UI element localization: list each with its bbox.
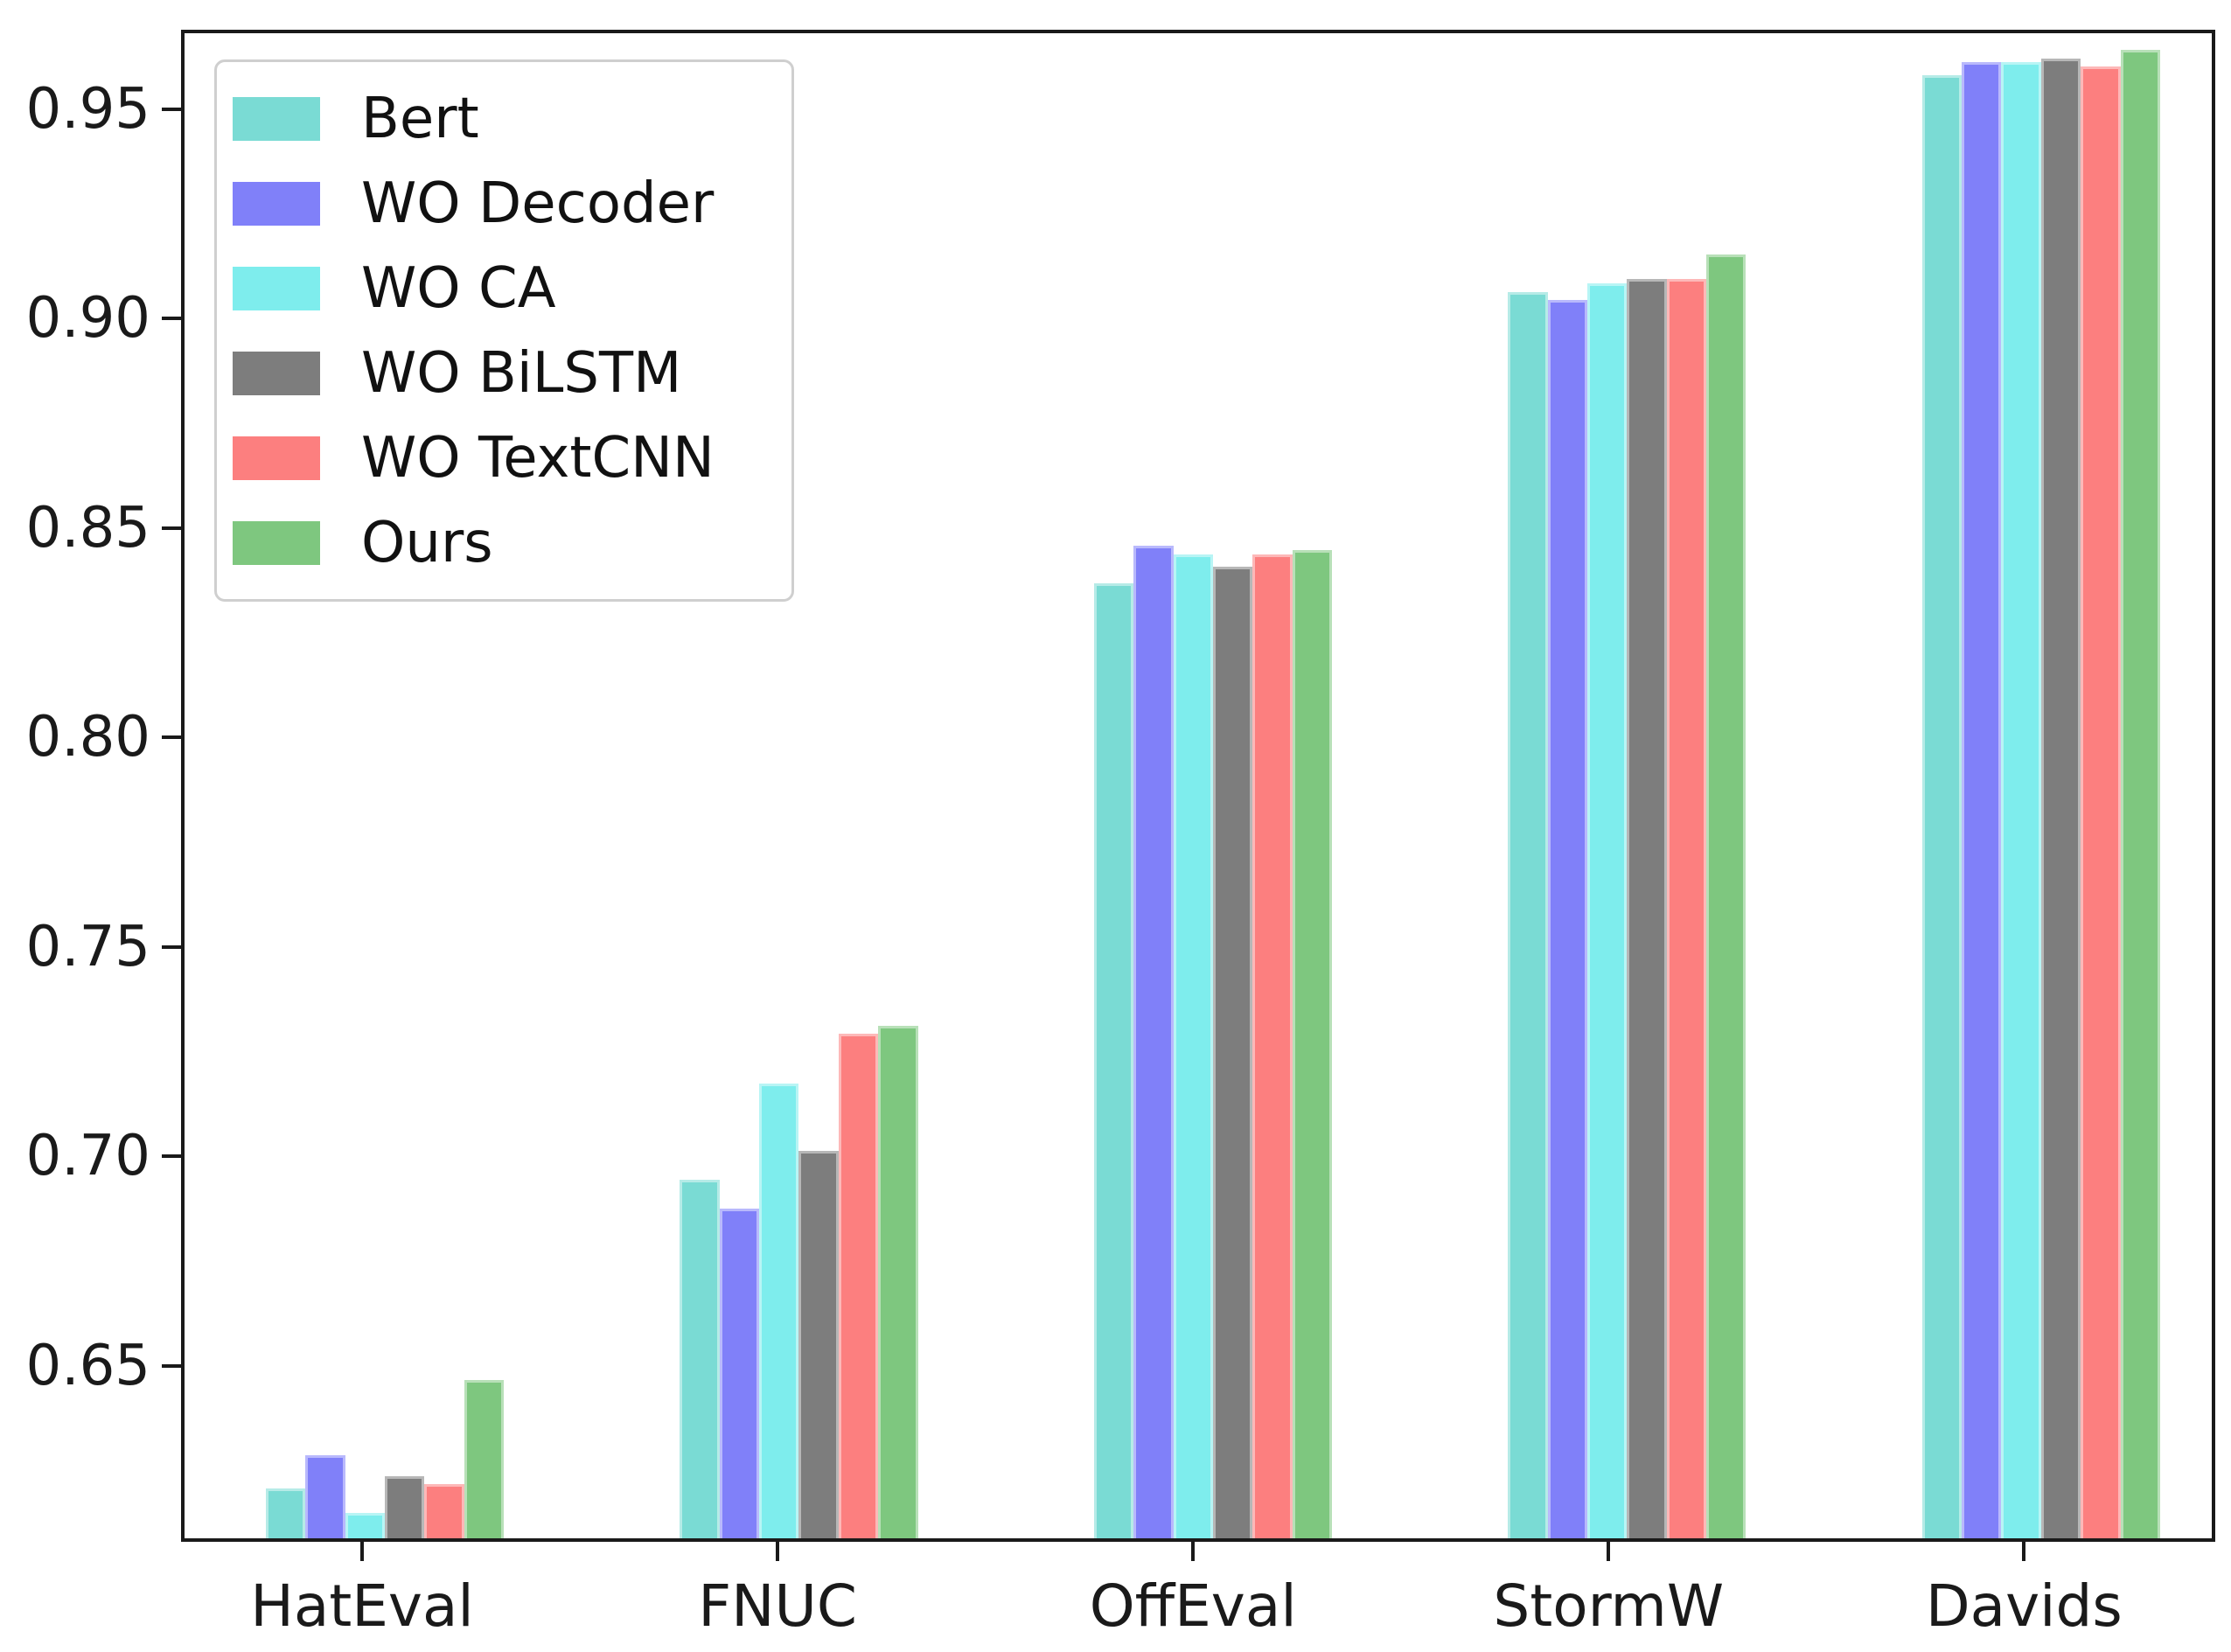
legend-label: WO Decoder: [361, 171, 715, 236]
bar-bert: [265, 1488, 306, 1538]
y-tick-label: 0.95: [25, 77, 151, 142]
x-tick-mark: [2022, 1542, 2026, 1561]
bar-wo-ca: [1587, 283, 1628, 1538]
bar-wo-decoder: [1962, 62, 2002, 1538]
bar-wo-textcnn: [2081, 66, 2121, 1538]
bar-wo-decoder: [719, 1209, 760, 1538]
y-tick-label: 0.75: [25, 914, 151, 979]
legend: Bert WO Decoder WO CA WO BiLSTM WO TextCNN Ou…: [214, 59, 794, 602]
x-tick-mark: [360, 1542, 364, 1561]
y-tick-mark: [162, 317, 181, 321]
x-tick-mark: [1607, 1542, 1611, 1561]
y-tick-label: 0.85: [25, 495, 151, 561]
bar-group-offeval: [1093, 33, 1332, 1538]
bar-wo-bilstm: [1212, 567, 1253, 1538]
legend-swatch: [233, 436, 320, 480]
y-tick-label: 0.80: [25, 705, 151, 770]
bar-wo-bilstm: [798, 1150, 839, 1538]
legend-item-wo-bilstm: WO BiLSTM: [233, 331, 774, 415]
y-tick-mark: [162, 1154, 181, 1159]
bar-wo-textcnn: [1252, 554, 1293, 1538]
bar-bert: [1921, 74, 1963, 1538]
bar-group-fnuc: [680, 33, 918, 1538]
x-tick-label-hateval: HatEval: [250, 1572, 474, 1640]
legend-swatch: [233, 351, 320, 395]
x-tick-label-davids: Davids: [1925, 1572, 2123, 1640]
bar-ours: [464, 1379, 505, 1538]
legend-item-wo-textcnn: WO TextCNN: [233, 415, 774, 500]
x-tick-label-stormw: StormW: [1493, 1572, 1725, 1640]
bar-wo-decoder: [1547, 300, 1588, 1538]
y-tick-label: 0.70: [25, 1124, 151, 1189]
bar-wo-bilstm: [1627, 279, 1667, 1538]
legend-item-wo-ca: WO CA: [233, 246, 774, 331]
bar-group-davids: [1921, 33, 2160, 1538]
y-tick-mark: [162, 108, 181, 111]
bar-bert: [1093, 583, 1134, 1538]
legend-item-ours: Ours: [233, 500, 774, 585]
bar-wo-bilstm: [2040, 58, 2081, 1538]
bar-ours: [1706, 254, 1746, 1538]
bar-wo-textcnn: [1666, 279, 1707, 1538]
legend-label: WO CA: [361, 255, 556, 321]
bar-wo-ca: [345, 1513, 386, 1538]
y-tick-mark: [162, 735, 181, 740]
bar-group-stormw: [1508, 33, 1746, 1538]
legend-swatch: [233, 520, 320, 565]
bar-ours: [1292, 550, 1332, 1538]
legend-swatch: [233, 96, 320, 141]
bar-wo-decoder: [1133, 546, 1174, 1538]
legend-item-wo-decoder: WO Decoder: [233, 161, 774, 246]
bar-wo-textcnn: [424, 1484, 464, 1538]
legend-label: WO BiLSTM: [361, 340, 682, 406]
legend-label: WO TextCNN: [361, 425, 715, 491]
bar-bert: [1508, 291, 1548, 1538]
bar-wo-bilstm: [385, 1475, 425, 1538]
bar-group-hateval: [265, 33, 505, 1538]
bar-wo-decoder: [305, 1454, 345, 1538]
bar-wo-ca: [1173, 554, 1213, 1538]
legend-swatch: [233, 266, 320, 310]
y-tick-mark: [162, 526, 181, 530]
bars-layer: [185, 33, 2212, 1538]
y-tick-mark: [162, 944, 181, 949]
bar-ours: [878, 1025, 918, 1538]
legend-item-bert: Bert: [233, 76, 774, 161]
bar-wo-ca: [2001, 62, 2041, 1538]
bar-ours: [2120, 50, 2160, 1538]
x-tick-mark: [776, 1542, 780, 1561]
bar-wo-ca: [759, 1084, 799, 1538]
bar-bert: [680, 1180, 720, 1538]
y-tick-label: 0.65: [25, 1333, 151, 1398]
x-tick-mark: [1191, 1542, 1196, 1561]
y-tick-mark: [162, 1363, 181, 1368]
x-tick-label-offeval: OffEval: [1089, 1572, 1297, 1640]
bar-wo-textcnn: [838, 1034, 879, 1538]
y-tick-label: 0.90: [25, 286, 151, 352]
plot-area: [181, 30, 2215, 1542]
legend-swatch: [233, 181, 320, 226]
x-tick-label-fnuc: FNUC: [698, 1572, 857, 1640]
legend-label: Bert: [361, 86, 479, 151]
legend-label: Ours: [361, 510, 493, 575]
